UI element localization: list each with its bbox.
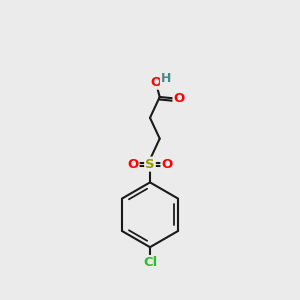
Text: O: O	[150, 76, 161, 89]
Text: H: H	[161, 72, 171, 85]
Text: O: O	[161, 158, 173, 171]
Text: O: O	[173, 92, 185, 105]
Text: S: S	[145, 158, 155, 171]
Text: Cl: Cl	[143, 256, 157, 269]
Text: O: O	[127, 158, 139, 171]
